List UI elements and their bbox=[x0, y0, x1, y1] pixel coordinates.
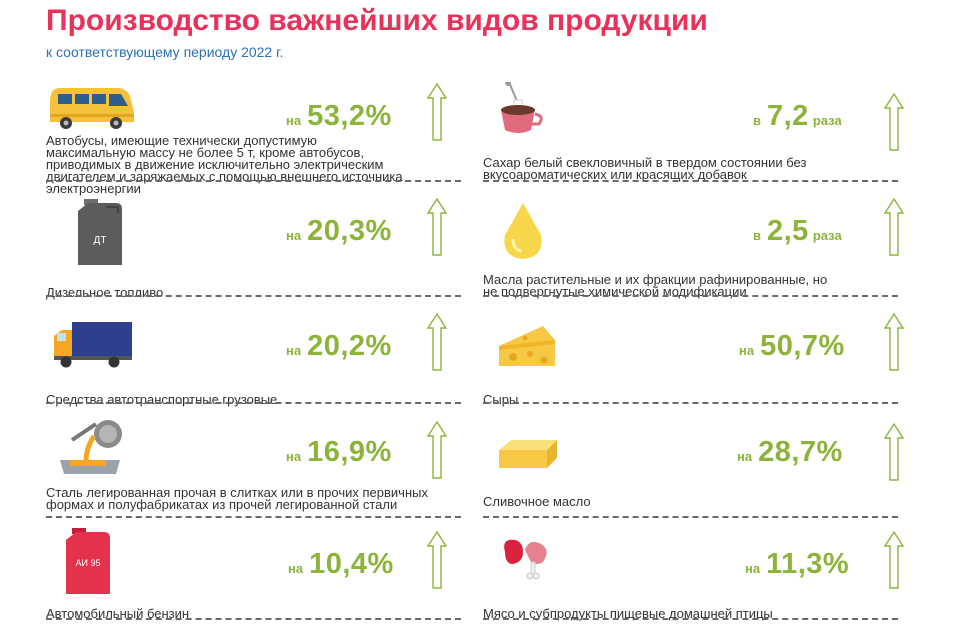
item-cheese: на 50,7% Сыры bbox=[483, 312, 923, 412]
sugar-cup-icon bbox=[483, 78, 593, 152]
item-label: Дизельное топливо bbox=[46, 285, 164, 300]
item-label: Автомобильный бензин bbox=[46, 606, 190, 621]
poultry-meat-icon bbox=[497, 534, 607, 604]
item-value: на 20,2% bbox=[286, 330, 392, 362]
item-label: Сливочное масло bbox=[483, 494, 591, 509]
item-value: на 20,3% bbox=[286, 215, 392, 247]
diesel-canister-icon: ДТ bbox=[76, 199, 186, 269]
item-label: Средства автотранспортные грузовые bbox=[46, 392, 278, 407]
steel-ladle-icon bbox=[56, 416, 166, 486]
up-arrow-icon bbox=[426, 82, 448, 141]
item-label: Сыры bbox=[483, 392, 519, 407]
item-buses: на 53,2% Автобусы, имеющие технически доп… bbox=[46, 82, 486, 195]
up-arrow-icon bbox=[426, 530, 448, 589]
item-value: на 53,2% bbox=[286, 100, 392, 132]
item-vegetable-oil: в 2,5 раза Масла растительные и их фракции… bbox=[483, 197, 923, 299]
truck-icon bbox=[52, 320, 162, 390]
up-arrow-icon bbox=[883, 197, 905, 256]
item-label: Сталь легированная прочая в слитках или … bbox=[46, 485, 428, 512]
up-arrow-icon bbox=[883, 312, 905, 371]
oil-drop-icon bbox=[501, 201, 611, 271]
bus-icon bbox=[46, 82, 156, 152]
item-poultry: на 11,3% Мясо и субпродукты пищевые домаш… bbox=[483, 528, 923, 628]
divider bbox=[46, 180, 461, 182]
item-gasoline: АИ 95 на 10,4% Автомобильный бензин bbox=[46, 528, 486, 628]
up-arrow-icon bbox=[883, 530, 905, 589]
item-label: Сахар белый свекловичный в твердом состо… bbox=[483, 155, 807, 182]
svg-text:ДТ: ДТ bbox=[94, 235, 107, 246]
up-arrow-icon bbox=[426, 420, 448, 479]
item-label: Автобусы, имеющие технически допустимую … bbox=[46, 133, 403, 196]
divider bbox=[483, 618, 898, 620]
item-value: в 7,2 раза bbox=[753, 100, 842, 132]
divider bbox=[46, 516, 461, 518]
item-alloy-steel: на 16,9% Сталь легированная прочая в слит… bbox=[46, 414, 486, 518]
divider bbox=[46, 402, 461, 404]
divider bbox=[46, 295, 461, 297]
divider bbox=[483, 402, 898, 404]
page-subtitle: к соответствующему периоду 2022 г. bbox=[46, 44, 284, 60]
item-trucks: на 20,2% Средства автотранспортные грузов… bbox=[46, 312, 486, 412]
up-arrow-icon bbox=[426, 312, 448, 371]
gasoline-canister-icon: АИ 95 bbox=[64, 528, 174, 598]
divider bbox=[483, 295, 898, 297]
item-value: на 50,7% bbox=[739, 330, 845, 362]
item-diesel: ДТ на 20,3% Дизельное топливо bbox=[46, 197, 486, 300]
item-label: Масла растительные и их фракции рафиниро… bbox=[483, 272, 828, 299]
divider bbox=[46, 618, 461, 620]
item-sugar: в 7,2 раза Сахар белый свекловичный в твер… bbox=[483, 78, 923, 182]
item-value: на 11,3% bbox=[745, 548, 850, 580]
svg-text:АИ 95: АИ 95 bbox=[76, 558, 101, 568]
divider bbox=[483, 516, 898, 518]
up-arrow-icon bbox=[426, 197, 448, 256]
item-value: на 10,4% bbox=[288, 548, 394, 580]
item-butter: на 28,7% Сливочное масло bbox=[483, 414, 923, 518]
item-value: в 2,5 раза bbox=[753, 215, 842, 247]
item-value: на 28,7% bbox=[737, 436, 843, 468]
butter-icon bbox=[497, 436, 607, 506]
cheese-icon bbox=[497, 322, 607, 392]
item-label: Мясо и субпродукты пищевые домашней птиц… bbox=[483, 606, 773, 621]
divider bbox=[483, 180, 898, 182]
up-arrow-icon bbox=[883, 422, 905, 481]
up-arrow-icon bbox=[883, 92, 905, 151]
item-value: на 16,9% bbox=[286, 436, 392, 468]
page-title: Производство важнейших видов продукции bbox=[46, 4, 708, 37]
